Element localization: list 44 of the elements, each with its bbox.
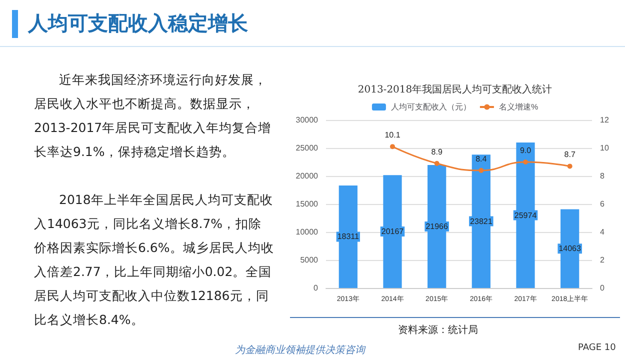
y-tick-label: 10000	[296, 228, 319, 236]
chart-title: 2013-2018年我国居民人均可支配收入统计	[358, 84, 552, 96]
y2-tick-label: 10	[600, 144, 610, 152]
data-label: 8.9	[431, 147, 443, 156]
y-tick-label: 25000	[296, 144, 319, 152]
data-label: 9.0	[520, 146, 532, 155]
point	[478, 168, 484, 173]
data-label: 25974	[514, 210, 538, 220]
data-label: 8.7	[564, 150, 576, 160]
y2-tick-label: 12	[600, 116, 610, 124]
legend-label: 人均可支配收入（元）	[390, 102, 471, 112]
y-tick-label: 30000	[296, 116, 319, 124]
text: 近年来我国经济环境运行向好发展，居民收入水平也不断提高。数据显示，2013-2017年居民可支配收入年均复合增长率达9.1%，保持稳定增长趋势。	[34, 71, 272, 161]
point	[434, 160, 440, 166]
bar	[472, 154, 490, 288]
text: 为金融商业领袖提供决策咨询	[235, 344, 365, 357]
data-label: 18311	[337, 232, 360, 242]
data-label: 8.4	[476, 154, 488, 164]
y2-tick-label: 4	[600, 228, 605, 236]
y2-tick-label: 6	[600, 200, 605, 208]
y-tick-label: 0	[314, 284, 319, 292]
data-label: 23821	[470, 216, 493, 226]
bar	[383, 175, 402, 288]
y2-tick-label: 8	[600, 172, 605, 180]
data-label: 14063	[558, 244, 582, 254]
y2-tick-label: 2	[600, 256, 605, 264]
point	[523, 160, 528, 164]
bar	[428, 164, 446, 288]
text: PAGE 10	[578, 343, 616, 353]
legend-label: 名义增速%	[498, 102, 538, 112]
data-label: 21966	[426, 222, 449, 231]
y-tick-label: 20000	[296, 172, 319, 180]
text: 2018年上半年全国居民人均可支配收入14063元，同比名义增长8.7%，扣除价格因素实际增长6.6%。城乡居民人均收入倍差2.77，比上年同期缩小0.02。全国居民人均可支配收入中位数12186元，同比名义增长8.4%。	[34, 191, 274, 329]
data-label: 20167	[381, 227, 404, 236]
bar	[338, 185, 358, 288]
y2-tick-label: 0	[600, 284, 605, 292]
y-tick-label: 15000	[296, 200, 319, 208]
text: 资料来源：统计局	[398, 324, 478, 337]
y-tick-label: 5000	[300, 256, 319, 264]
point	[390, 144, 395, 150]
point	[567, 164, 572, 169]
data-label: 10.1	[384, 130, 401, 140]
bar	[516, 142, 535, 288]
text: 人均可支配收入稳定增长	[28, 10, 248, 37]
